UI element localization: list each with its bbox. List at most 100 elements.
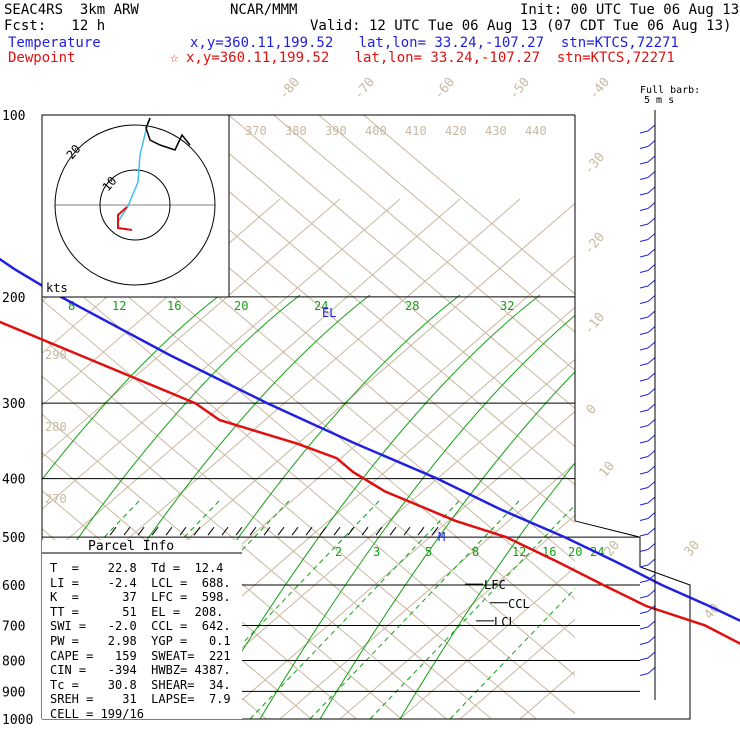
model-label: SEAC4RS 3km ARW	[4, 2, 139, 18]
dry-adiabat-line	[0, 199, 40, 719]
hodograph-kts-label: kts	[46, 281, 68, 295]
mixing-ratio-label: 5	[425, 545, 432, 559]
hatch-mark	[389, 526, 397, 536]
wind-barb-flag	[639, 363, 649, 366]
parcel-row: LI = -2.4 LCL = 688.	[50, 575, 231, 590]
parcel-row: CIN = -394 HWBZ= 4387.	[50, 663, 231, 678]
hodograph-trace-low	[117, 206, 133, 231]
wind-barb	[647, 202, 656, 209]
hatch-mark	[165, 526, 173, 536]
wind-barb-flag	[639, 673, 649, 676]
hatch-mark	[179, 526, 187, 536]
isotherm-label: 30	[682, 538, 704, 560]
wind-barb-flag	[639, 595, 649, 599]
wind-barb-flag	[639, 270, 649, 273]
isotherm-label: -70	[352, 75, 379, 103]
dry-adiabat-line	[279, 462, 575, 719]
hatch-mark	[417, 526, 425, 536]
moist-adiabat-line	[259, 314, 575, 719]
hatch-mark	[333, 526, 341, 536]
dry-adiabat-line	[519, 670, 575, 719]
temperature-legend: Temperature	[8, 35, 101, 51]
isotherm-label: -40	[587, 75, 614, 103]
wind-barb-flag	[639, 332, 649, 335]
valid-label: Valid: 12 UTC Tue 06 Aug 13 (07 CDT Tue …	[310, 18, 732, 34]
hatch-mark	[319, 526, 327, 536]
mixing-ratio-line	[42, 499, 221, 687]
wind-barb-flag	[639, 425, 649, 428]
level-label: LFC	[484, 578, 506, 592]
wind-barb	[647, 589, 656, 597]
wind-barb-flag	[639, 564, 649, 568]
wind-barb-flag	[639, 301, 649, 304]
wind-barb	[647, 217, 656, 225]
theta-label: 370	[245, 124, 267, 138]
theta-label: 380	[285, 124, 307, 138]
wind-barb-flag	[639, 316, 649, 320]
wind-barb	[647, 667, 656, 674]
level-label-el: EL	[322, 306, 336, 320]
mixing-ratio-label: 3	[373, 545, 380, 559]
hatch-mark	[305, 526, 313, 536]
wind-barb-flag	[639, 642, 649, 645]
pressure-tick-label: 300	[2, 397, 25, 412]
wind-barb-flag	[639, 502, 649, 506]
parcel-row: T = 22.8 Td = 12.4	[50, 561, 224, 575]
center-label: NCAR/MMM	[230, 2, 298, 18]
hatch-mark	[109, 526, 117, 536]
theta-label: 420	[445, 124, 467, 138]
mixing-ratio-line	[309, 499, 521, 719]
dry-adiabat-line	[399, 566, 575, 719]
pressure-tick-label: 100	[2, 109, 25, 124]
wind-barb	[647, 295, 656, 302]
isotherm-line	[42, 337, 492, 719]
wind-barb	[647, 605, 656, 612]
hatch-mark	[347, 526, 355, 536]
theta-label-low: 280	[45, 420, 67, 434]
hatch-mark	[361, 526, 369, 536]
wind-barb	[647, 636, 656, 643]
theta-label: 390	[325, 124, 347, 138]
wind-barb-flag	[639, 285, 649, 289]
fcst-label: Fcst: 12 h	[4, 18, 106, 34]
wind-barb	[647, 140, 656, 147]
wind-barb	[647, 264, 656, 271]
hodograph-box	[41, 114, 230, 298]
level-label: CCL	[508, 597, 530, 611]
frame-line	[42, 520, 691, 720]
wind-barb-flag	[639, 487, 649, 490]
mixing-ratio-label: 2	[335, 545, 342, 559]
wind-barb-flag	[639, 394, 649, 397]
wind-barb	[647, 326, 656, 333]
pressure-tick-label: 900	[2, 685, 25, 700]
level-label: LCL	[494, 615, 516, 629]
wind-barb	[647, 496, 656, 504]
wind-barb	[647, 512, 656, 519]
hatch-mark	[375, 526, 383, 536]
hatch-mark	[263, 526, 271, 536]
wind-barb-flag	[639, 239, 649, 242]
mixing-ratio-label: 20	[234, 299, 248, 313]
wind-barb-flag	[639, 192, 649, 196]
theta-label: 400	[365, 124, 387, 138]
parcel-row: Tc = 30.8 SHEAR= 34.	[50, 677, 231, 692]
wind-barb	[647, 171, 656, 178]
dry-adiabat-line	[159, 358, 575, 719]
hatch-mark	[291, 526, 299, 536]
theta-label: 430	[485, 124, 507, 138]
pressure-tick-label: 200	[2, 291, 25, 306]
mixing-ratio-line	[79, 499, 291, 719]
isotherm-line	[42, 223, 575, 677]
hatch-mark	[235, 526, 243, 536]
hatch-mark	[137, 526, 145, 536]
wind-barb	[647, 558, 656, 566]
wind-barb	[647, 357, 656, 364]
isotherm-line	[42, 375, 447, 719]
theta-label-low: 270	[45, 492, 67, 506]
wind-barb	[647, 388, 656, 395]
mixing-ratio-line	[169, 499, 381, 719]
theta-label: 440	[525, 124, 547, 138]
moist-adiabat-line	[42, 294, 221, 481]
moist-adiabat-line	[399, 462, 575, 719]
